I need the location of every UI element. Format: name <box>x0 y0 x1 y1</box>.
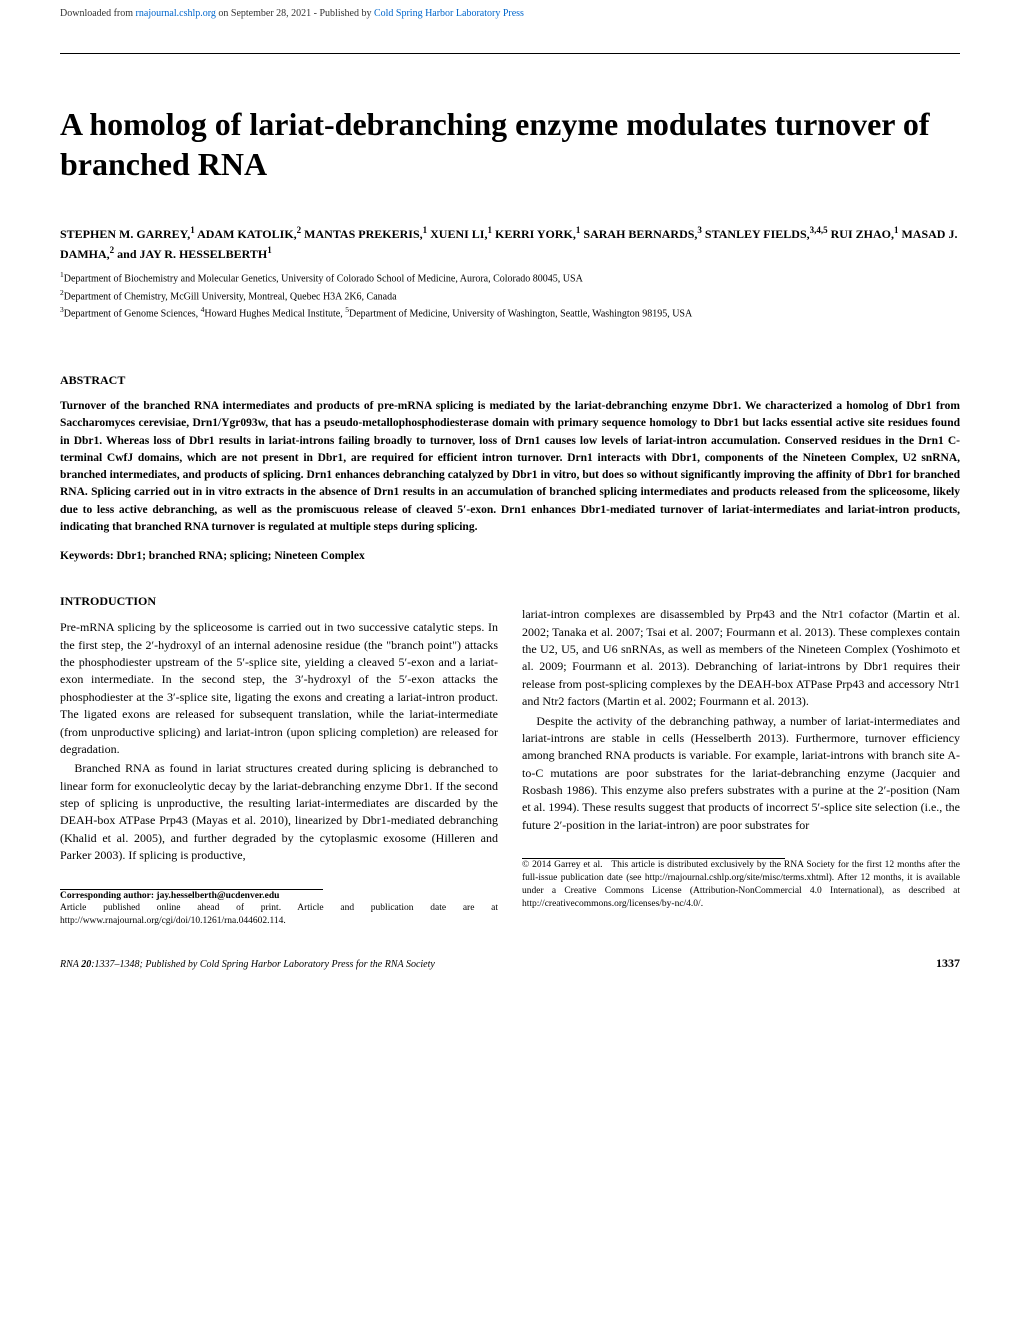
affiliations: 1Department of Biochemistry and Molecula… <box>60 269 960 321</box>
introduction-heading: INTRODUCTION <box>60 594 498 609</box>
citation-footer: RNA 20:1337–1348; Published by Cold Spri… <box>60 959 435 970</box>
corresponding-author-note: Corresponding author: jay.hesselberth@uc… <box>60 890 498 928</box>
intro-para-1: Pre-mRNA splicing by the spliceosome is … <box>60 619 498 758</box>
copyright-note: © 2014 Garrey et al. This article is dis… <box>522 859 960 910</box>
page-number: 1337 <box>936 956 960 971</box>
page-footer: RNA 20:1337–1348; Published by Cold Spri… <box>0 928 1020 987</box>
download-prefix: Downloaded from <box>60 8 136 19</box>
download-bar: Downloaded from rnajournal.cshlp.org on … <box>0 0 1020 23</box>
download-middle: on September 28, 2021 - Published by <box>216 8 374 19</box>
right-column: lariat-intron complexes are disassembled… <box>522 572 960 928</box>
intro-para-4: Despite the activity of the debranching … <box>522 713 960 835</box>
abstract-heading: ABSTRACT <box>60 373 960 388</box>
abstract-text: Turnover of the branched RNA intermediat… <box>60 398 960 536</box>
intro-para-2: Branched RNA as found in lariat structur… <box>60 760 498 864</box>
two-column-body: INTRODUCTION Pre-mRNA splicing by the sp… <box>0 572 1020 928</box>
keywords: Keywords: Dbr1; branched RNA; splicing; … <box>60 550 960 562</box>
cshl-press-link[interactable]: Cold Spring Harbor Laboratory Press <box>374 8 524 19</box>
abstract-block: ABSTRACT Turnover of the branched RNA in… <box>0 373 1020 562</box>
author-list: STEPHEN M. GARREY,1 ADAM KATOLIK,2 MANTA… <box>60 224 960 263</box>
left-column: INTRODUCTION Pre-mRNA splicing by the sp… <box>60 572 498 928</box>
intro-para-3: lariat-intron complexes are disassembled… <box>522 606 960 710</box>
rnajournal-link[interactable]: rnajournal.cshlp.org <box>136 8 216 19</box>
article-title: A homolog of lariat-debranching enzyme m… <box>60 104 960 184</box>
title-block: A homolog of lariat-debranching enzyme m… <box>0 54 1020 351</box>
